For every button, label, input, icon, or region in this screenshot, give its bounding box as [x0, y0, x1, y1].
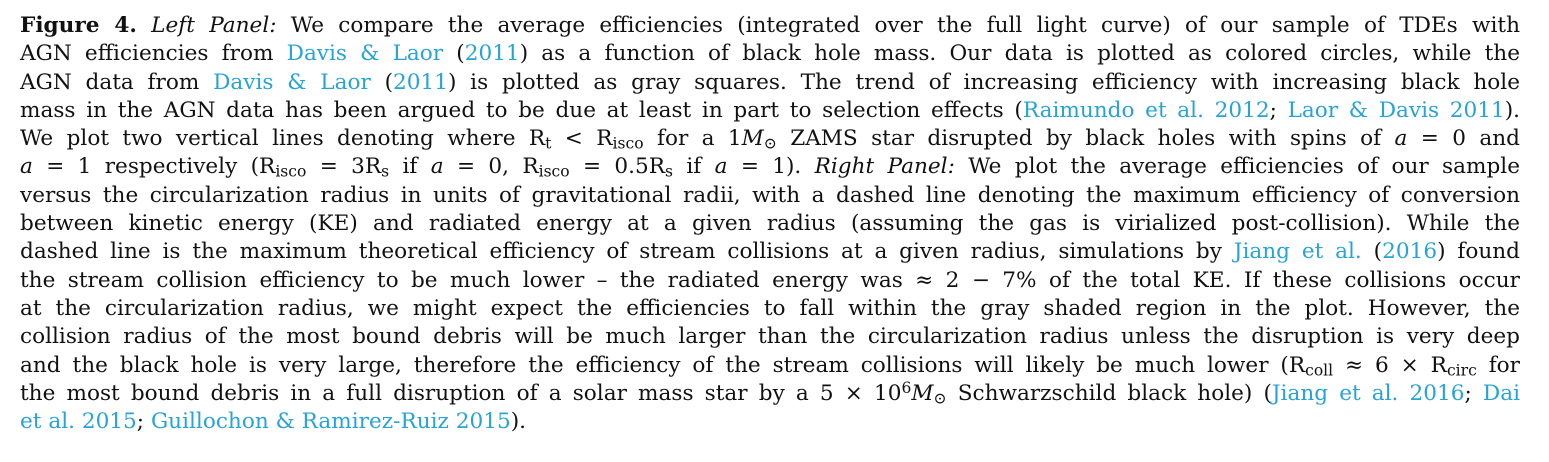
caption-text: ≈ 6 × R	[1333, 352, 1447, 378]
caption-text: Schwarzschild black hole) (	[946, 380, 1272, 406]
caption-text: = 0 and	[1407, 126, 1520, 152]
citation-link[interactable]: 2011	[464, 41, 520, 67]
figure-label: Figure 4.	[20, 13, 137, 38]
caption-text: at the circularization radius, we might …	[20, 295, 1520, 321]
caption-text: ;	[1464, 380, 1483, 406]
caption-text: ) is plotted as gray squares. The trend …	[447, 69, 1520, 95]
caption-line: the most bound debris in a full disrupti…	[20, 380, 1520, 408]
caption-line: the stream collision efficiency to be mu…	[20, 267, 1520, 295]
caption-text	[137, 13, 151, 38]
caption-text: < R	[551, 126, 613, 152]
caption-text: ;	[1269, 97, 1288, 123]
citation-link[interactable]: Davis & Laor	[286, 41, 444, 67]
caption-text: We compare the average efficiencies (int…	[276, 13, 1520, 38]
superscript-text: 6	[901, 378, 912, 397]
caption-text: ).	[1504, 97, 1520, 123]
italic-text: a	[20, 154, 33, 180]
subscript-text: ⊙	[763, 134, 777, 153]
italic-text: Right Panel:	[814, 154, 955, 180]
citation-link[interactable]: 2016	[1382, 239, 1438, 265]
caption-line: at the circularization radius, we might …	[20, 295, 1520, 323]
caption-line: We plot two vertical lines denoting wher…	[20, 125, 1520, 153]
caption-line: collision radius of the most bound debri…	[20, 323, 1520, 351]
caption-line: Figure 4. Left Panel: We compare the ave…	[20, 12, 1520, 40]
caption-line: between kinetic energy (KE) and radiated…	[20, 210, 1520, 238]
caption-text: We plot the average efficiencies of our …	[954, 154, 1520, 180]
italic-text: M	[741, 126, 764, 152]
caption-line: versus the circularization radius in uni…	[20, 182, 1520, 210]
subscript-text: s	[665, 162, 673, 181]
caption-text: the most bound debris in a full disrupti…	[20, 380, 902, 406]
caption-text: the stream collision efficiency to be mu…	[20, 267, 1520, 293]
caption-text: (	[370, 69, 393, 95]
caption-line: AGN data from Davis & Laor (2011) is plo…	[20, 69, 1520, 97]
caption-text: if	[673, 154, 715, 180]
citation-link[interactable]: Raimundo et al. 2012	[1022, 97, 1270, 123]
italic-text: a	[714, 154, 728, 180]
subscript-text: ⊙	[933, 389, 947, 408]
caption-text: = 1).	[727, 154, 815, 180]
subscript-text: isco	[612, 134, 644, 153]
caption-text: (	[443, 41, 465, 67]
caption-text: ZAMS star disrupted by black holes with …	[776, 126, 1395, 152]
caption-text: We plot two vertical lines denoting wher…	[20, 126, 546, 152]
caption-text: for	[1476, 352, 1521, 378]
caption-text: between kinetic energy (KE) and radiated…	[20, 211, 1520, 237]
caption-line: et al. 2015; Guillochon & Ramirez-Ruiz 2…	[20, 408, 1520, 436]
subscript-text: coll	[1305, 360, 1334, 379]
subscript-text: circ	[1446, 360, 1477, 379]
citation-link[interactable]: Jiang et al.	[1233, 239, 1362, 265]
subscript-text: isco	[275, 162, 307, 181]
caption-text: if	[389, 154, 431, 180]
citation-link[interactable]: Laor & Davis 2011	[1287, 97, 1505, 123]
caption-text: = 1 respectively (R	[32, 154, 276, 180]
subscript-text: isco	[538, 162, 570, 181]
figure-caption: Figure 4. Left Panel: We compare the ave…	[20, 12, 1520, 436]
caption-text: dashed line is the maximum theoretical e…	[20, 239, 1234, 265]
caption-line: mass in the AGN data has been argued to …	[20, 97, 1520, 125]
caption-text: (	[1361, 239, 1383, 265]
italic-text: a	[1394, 126, 1408, 152]
caption-text: for a 1	[643, 126, 742, 152]
italic-text: M	[911, 380, 934, 406]
caption-line: a = 1 respectively (Risco = 3Rs if a = 0…	[20, 153, 1520, 181]
citation-link[interactable]: 2011	[393, 69, 448, 95]
caption-text: ).	[510, 409, 527, 435]
citation-link[interactable]: et al. 2015	[20, 409, 137, 435]
citation-link[interactable]: Dai	[1482, 380, 1521, 406]
caption-text: ) as a function of black hole mass. Our …	[519, 41, 1520, 67]
caption-text: AGN data from	[20, 69, 214, 95]
caption-text: = 0, R	[443, 154, 539, 180]
citation-link[interactable]: Jiang et al. 2016	[1271, 380, 1465, 406]
caption-text: = 0.5R	[569, 154, 666, 180]
caption-text: ;	[136, 409, 151, 435]
citation-link[interactable]: Guillochon & Ramirez-Ruiz 2015	[150, 409, 511, 435]
italic-text: Left Panel:	[151, 13, 277, 38]
caption-text: mass in the AGN data has been argued to …	[20, 97, 1023, 123]
caption-line: and the black hole is very large, theref…	[20, 352, 1520, 380]
subscript-text: t	[545, 134, 552, 153]
caption-text: versus the circularization radius in uni…	[20, 182, 1520, 208]
subscript-text: s	[381, 162, 390, 181]
citation-link[interactable]: Davis & Laor	[213, 69, 371, 95]
italic-text: a	[430, 154, 444, 180]
caption-text: collision radius of the most bound debri…	[20, 324, 1520, 350]
caption-line: AGN efficiencies from Davis & Laor (2011…	[20, 40, 1520, 68]
caption-text: AGN efficiencies from	[20, 41, 287, 67]
caption-text: ) found	[1437, 239, 1521, 265]
caption-line: dashed line is the maximum theoretical e…	[20, 238, 1520, 266]
caption-text: and the black hole is very large, theref…	[20, 352, 1306, 378]
caption-text: = 3R	[306, 154, 382, 180]
